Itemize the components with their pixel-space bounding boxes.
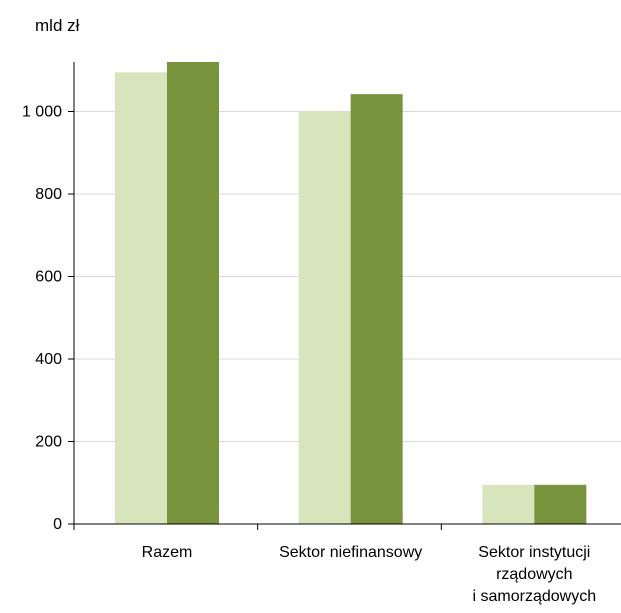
bar [298, 111, 351, 524]
bar [167, 62, 219, 524]
label-layer: 0 200 400 600 800 1 000 Razem Sektor niefinanso… [22, 104, 596, 606]
bar [534, 484, 587, 524]
y-tick-label: 400 [35, 351, 62, 368]
y-tick-label: 800 [35, 186, 62, 203]
bar [115, 72, 167, 524]
x-category-label-line: rządowych [496, 566, 572, 583]
y-axis-unit-label: mld zł [35, 16, 80, 35]
x-category-label-line: Sektor instytucji [478, 544, 590, 561]
x-category-label: Razem [142, 544, 193, 561]
y-tick-label: 0 [53, 516, 62, 533]
x-category-label-line: Razem [142, 544, 193, 561]
bar [350, 94, 403, 525]
y-tick-label: 200 [35, 434, 62, 451]
x-category-label-line: i samorządowych [473, 588, 597, 605]
x-category-label-line: Sektor niefinansowy [279, 544, 422, 561]
y-tick-label: 600 [35, 269, 62, 286]
x-category-label: Sektor niefinansowy [279, 544, 422, 561]
bars-layer [115, 62, 587, 525]
x-category-label: Sektor instytucji rządowych i samorządowyc… [473, 544, 597, 605]
y-tick-label: 1 000 [22, 104, 62, 121]
axis-layer [68, 62, 621, 530]
bar [482, 484, 535, 524]
